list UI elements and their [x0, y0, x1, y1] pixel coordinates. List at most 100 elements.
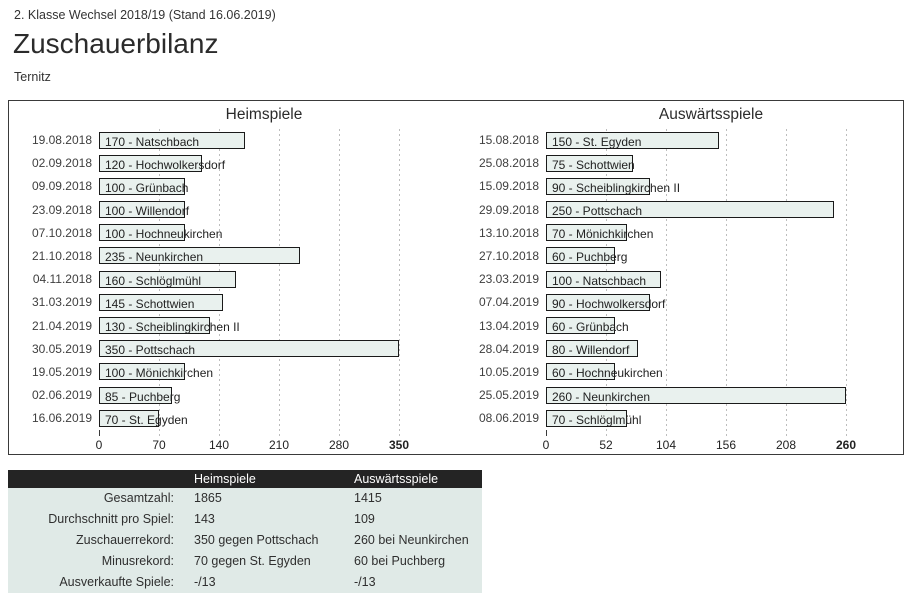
axis-tick-label: 104 — [655, 438, 677, 452]
axis-tick-label: 52 — [599, 438, 613, 452]
date-label: 25.08.2018 — [478, 156, 539, 171]
attendance-bar: 100 - Hochneukirchen — [99, 224, 222, 242]
axis-tick-label: 280 — [328, 438, 350, 452]
row-label-cell: Ausverkaufte Spiele: — [59, 575, 174, 589]
date-label: 09.09.2018 — [31, 179, 92, 194]
bar-row: 16.06.2019 70 - St. Egyden — [9, 407, 456, 430]
date-label: 02.06.2019 — [31, 388, 92, 403]
home-value-cell: 143 — [194, 512, 215, 526]
bar-row: 25.05.2019 260 - Neunkirchen — [456, 384, 903, 407]
date-label: 29.09.2018 — [478, 202, 539, 217]
attendance-bar: 70 - St. Egyden — [99, 409, 188, 427]
attendance-bar: 100 - Willendorf — [99, 201, 189, 219]
bar-label: 100 - Hochneukirchen — [105, 227, 223, 242]
bar-label: 170 - Natschbach — [105, 134, 200, 149]
axis-tick-label: 260 — [835, 438, 857, 452]
attendance-bar: 130 - Scheiblingkirchen II — [99, 317, 240, 334]
table-row: Ausverkaufte Spiele: -/13 -/13 — [8, 572, 482, 593]
chart-title-away: Auswärtsspiele — [658, 106, 764, 123]
bar-row: 21.10.2018 235 - Neunkirchen — [9, 245, 456, 268]
attendance-bar: 250 - Pottschach — [546, 201, 834, 219]
gridline — [279, 129, 280, 436]
table-row: Minusrekord: 70 gegen St. Egyden 60 bei Pu… — [8, 551, 482, 572]
axis-zero-tick — [546, 430, 547, 436]
date-label: 19.05.2019 — [31, 364, 92, 379]
table-row: Zuschauerrekord: 350 gegen Pottschach 260 … — [8, 530, 482, 551]
bar-row: 15.08.2018 150 - St. Egyden — [456, 129, 903, 152]
bar-row: 13.04.2019 60 - Grünbach — [456, 315, 903, 338]
date-label: 28.04.2019 — [478, 341, 539, 356]
away-value-cell: 1415 — [354, 491, 382, 505]
axis-tick-label: 70 — [152, 438, 166, 452]
bar-label: 235 - Neunkirchen — [105, 250, 204, 265]
table-header-cell-away: Auswärtsspiele — [354, 472, 439, 486]
bar-label: 120 - Hochwolkersdorf — [105, 157, 226, 172]
x-axis: 0 70 140 210 280 350 — [96, 438, 456, 454]
bar-label: 70 - Mönichkirchen — [552, 227, 654, 242]
bar-label: 100 - Mönichkirchen — [105, 366, 214, 381]
bar-row: 27.10.2018 60 - Puchberg — [456, 245, 903, 268]
table-header-cell-empty — [8, 470, 174, 488]
row-label-cell: Zuschauerrekord: — [76, 533, 174, 547]
table-body: Gesamtzahl: 1865 1415 Durchschnitt pro Spie… — [8, 488, 482, 593]
bar-label: 250 - Pottschach — [552, 204, 643, 219]
bar-label: 100 - Willendorf — [105, 204, 190, 219]
date-label: 10.05.2019 — [478, 364, 539, 379]
axis-tick-label: 0 — [542, 438, 550, 452]
charts-box: Heimspiele 19.08.2018 170 - Natschbach 02.… — [8, 100, 904, 455]
bar-label: 160 - Schlöglmühl — [105, 273, 202, 288]
bar-label: 70 - St. Egyden — [105, 412, 188, 427]
bar-row: 28.04.2019 80 - Willendorf — [456, 338, 903, 361]
bar-label: 60 - Hochneukirchen — [552, 366, 663, 381]
attendance-bar: 90 - Scheiblingkirchen II — [546, 177, 680, 195]
bar-label: 80 - Willendorf — [552, 343, 630, 358]
axis-tick-label: 0 — [95, 438, 103, 452]
bar-row: 02.09.2018 120 - Hochwolkersdorf — [9, 152, 456, 175]
page-title: Zuschauerbilanz — [13, 28, 219, 59]
bar-row: 10.05.2019 60 - Hochneukirchen — [456, 361, 903, 384]
date-label: 25.05.2019 — [478, 388, 539, 403]
date-label: 21.10.2018 — [31, 248, 92, 263]
attendance-bar: 145 - Schottwien — [99, 293, 223, 311]
attendance-bar: 60 - Hochneukirchen — [546, 363, 663, 381]
bar-row: 21.04.2019 130 - Scheiblingkirchen II — [9, 315, 456, 338]
row-label-cell: Durchschnitt pro Spiel: — [48, 512, 174, 526]
bar-label: 145 - Schottwien — [105, 296, 195, 311]
date-label: 07.10.2018 — [31, 225, 92, 240]
summary-table: Heimspiele Auswärtsspiele Gesamtzahl: 186… — [8, 470, 482, 593]
chart-rows: 15.08.2018 150 - St. Egyden 25.08.2018 75 -… — [456, 129, 903, 430]
table-header-cell-home: Heimspiele — [194, 472, 256, 486]
date-label: 19.08.2018 — [31, 133, 92, 147]
bar-row: 25.08.2018 75 - Schottwien — [456, 152, 903, 175]
attendance-bar: 350 - Pottschach — [99, 340, 399, 358]
axis-tick-label: 210 — [268, 438, 290, 452]
chart-rows: 19.08.2018 170 - Natschbach 02.09.2018 120 … — [9, 129, 456, 430]
bar-row: 23.03.2019 100 - Natschbach — [456, 268, 903, 291]
date-label: 31.03.2019 — [31, 295, 92, 310]
home-value-cell: 350 gegen Pottschach — [194, 533, 319, 547]
bar-row: 04.11.2018 160 - Schlöglmühl — [9, 268, 456, 291]
date-label: 04.11.2018 — [32, 272, 92, 287]
row-label-cell: Minusrekord: — [101, 554, 174, 568]
away-value-cell: 109 — [354, 512, 375, 526]
date-label: 13.04.2019 — [478, 318, 539, 333]
gridline — [666, 129, 667, 436]
axis-tick-label: 350 — [388, 438, 410, 452]
bar-row: 02.06.2019 85 - Puchberg — [9, 384, 456, 407]
bar-label: 100 - Grünbach — [105, 180, 189, 195]
date-label: 23.03.2019 — [478, 272, 539, 287]
bar-row: 08.06.2019 70 - Schlöglmühl — [456, 407, 903, 430]
attendance-bar: 90 - Hochwolkersdorf — [546, 293, 665, 311]
attendance-bar: 260 - Neunkirchen — [546, 386, 846, 404]
bar-row: 31.03.2019 145 - Schottwien — [9, 291, 456, 314]
team-name: Ternitz — [14, 70, 51, 84]
date-label: 07.04.2019 — [478, 295, 539, 310]
bar-row: 23.09.2018 100 - Willendorf — [9, 199, 456, 222]
axis-tick-label: 156 — [715, 438, 737, 452]
chart-panel-away: Auswärtsspiele 15.08.2018 150 - St. Egyde… — [456, 101, 903, 454]
bar-row: 13.10.2018 70 - Mönichkirchen — [456, 222, 903, 245]
away-value-cell: 60 bei Puchberg — [354, 554, 446, 568]
gridline — [846, 129, 847, 436]
bar-label: 70 - Schlöglmühl — [552, 412, 642, 427]
